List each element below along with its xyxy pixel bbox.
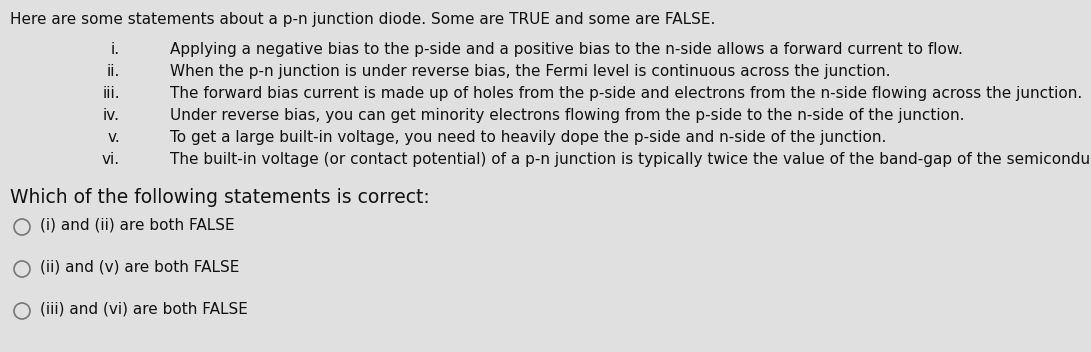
Text: The built-in voltage (or contact potential) of a p-n junction is typically twice: The built-in voltage (or contact potenti… [170,152,1091,167]
Text: The forward bias current is made up of holes from the p-side and electrons from : The forward bias current is made up of h… [170,86,1082,101]
Text: To get a large built-in voltage, you need to heavily dope the p-side and n-side : To get a large built-in voltage, you nee… [170,130,886,145]
Text: v.: v. [107,130,120,145]
Text: iv.: iv. [103,108,120,123]
Text: When the p-n junction is under reverse bias, the Fermi level is continuous acros: When the p-n junction is under reverse b… [170,64,890,79]
Text: (iii) and (vi) are both FALSE: (iii) and (vi) are both FALSE [40,302,248,317]
Text: Applying a negative bias to the p-side and a positive bias to the n-side allows : Applying a negative bias to the p-side a… [170,42,963,57]
Text: Here are some statements about a p-n junction diode. Some are TRUE and some are : Here are some statements about a p-n jun… [10,12,716,27]
Text: Under reverse bias, you can get minority electrons flowing from the p-side to th: Under reverse bias, you can get minority… [170,108,964,123]
Text: vi.: vi. [101,152,120,167]
Text: iii.: iii. [103,86,120,101]
Text: (ii) and (v) are both FALSE: (ii) and (v) are both FALSE [40,260,239,275]
Text: Which of the following statements is correct:: Which of the following statements is cor… [10,188,430,207]
Text: ii.: ii. [107,64,120,79]
Text: i.: i. [111,42,120,57]
Text: (i) and (ii) are both FALSE: (i) and (ii) are both FALSE [40,218,235,233]
